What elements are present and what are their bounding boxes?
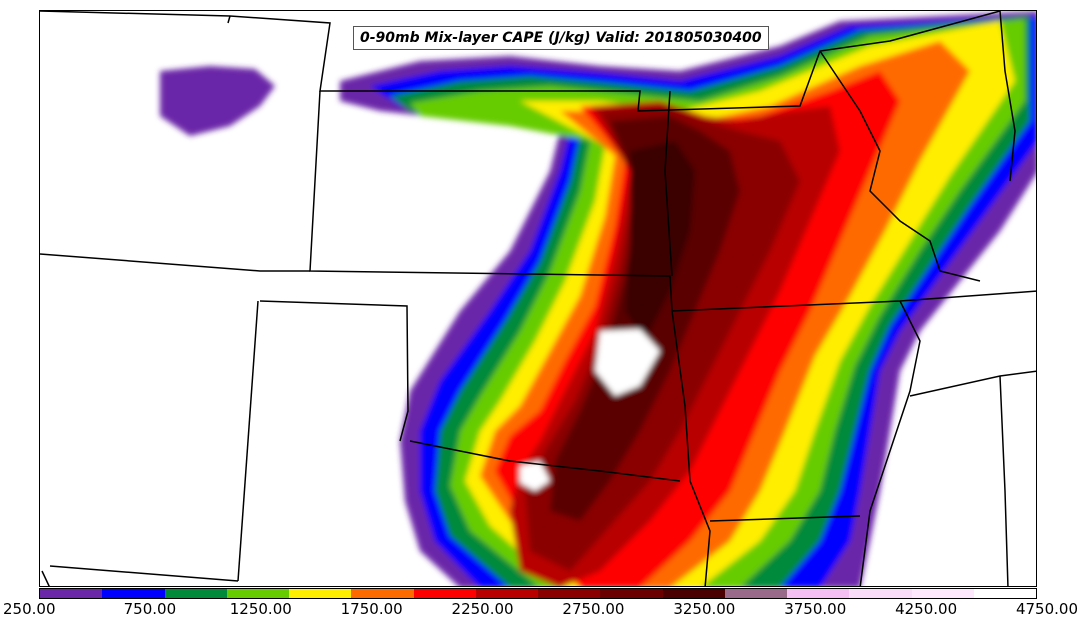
colorbar-segment: [538, 589, 601, 598]
colorbar: [39, 588, 1037, 599]
colorbar-tick-label: 3250.00: [673, 600, 736, 618]
colorbar-tick-label: 4750.00: [1015, 600, 1078, 618]
colorbar-segment: [102, 589, 165, 598]
colorbar-segment: [164, 589, 227, 598]
colorbar-segment: [849, 589, 912, 598]
map-panel: 0-90mb Mix-layer CAPE (J/kg) Valid: 2018…: [39, 10, 1037, 587]
colorbar-segment: [289, 589, 352, 598]
state-boundaries: [40, 11, 1036, 586]
cape-map: [40, 11, 1036, 586]
colorbar-tick-label: 4250.00: [895, 600, 958, 618]
colorbar-tick-labels: 250.00 750.00 1250.00 1750.00 2250.00 2750.00…: [0, 600, 1081, 626]
colorbar-tick-label: 3750.00: [784, 600, 847, 618]
map-title-box: 0-90mb Mix-layer CAPE (J/kg) Valid: 2018…: [353, 26, 769, 50]
colorbar-segment: [351, 589, 414, 598]
colorbar-segment: [662, 589, 725, 598]
colorbar-tick-label: 2250.00: [451, 600, 514, 618]
colorbar-segment: [787, 589, 850, 598]
colorbar-segment: [413, 589, 476, 598]
colorbar-segment: [973, 589, 1036, 598]
colorbar-segment: [911, 589, 974, 598]
colorbar-tick-label: 2750.00: [562, 600, 625, 618]
colorbar-segment: [600, 589, 663, 598]
map-title: 0-90mb Mix-layer CAPE (J/kg) Valid: 2018…: [360, 30, 762, 46]
colorbar-segment: [226, 589, 289, 598]
colorbar-tick-label: 1750.00: [340, 600, 403, 618]
colorbar-tick-label: 1250.00: [229, 600, 292, 618]
colorbar-tick-label: 250.00: [3, 600, 56, 618]
cape-contours: [160, 11, 1036, 586]
colorbar-tick-label: 750.00: [123, 600, 177, 618]
colorbar-segment: [40, 589, 103, 598]
colorbar-segment: [724, 589, 787, 598]
colorbar-segment: [475, 589, 538, 598]
